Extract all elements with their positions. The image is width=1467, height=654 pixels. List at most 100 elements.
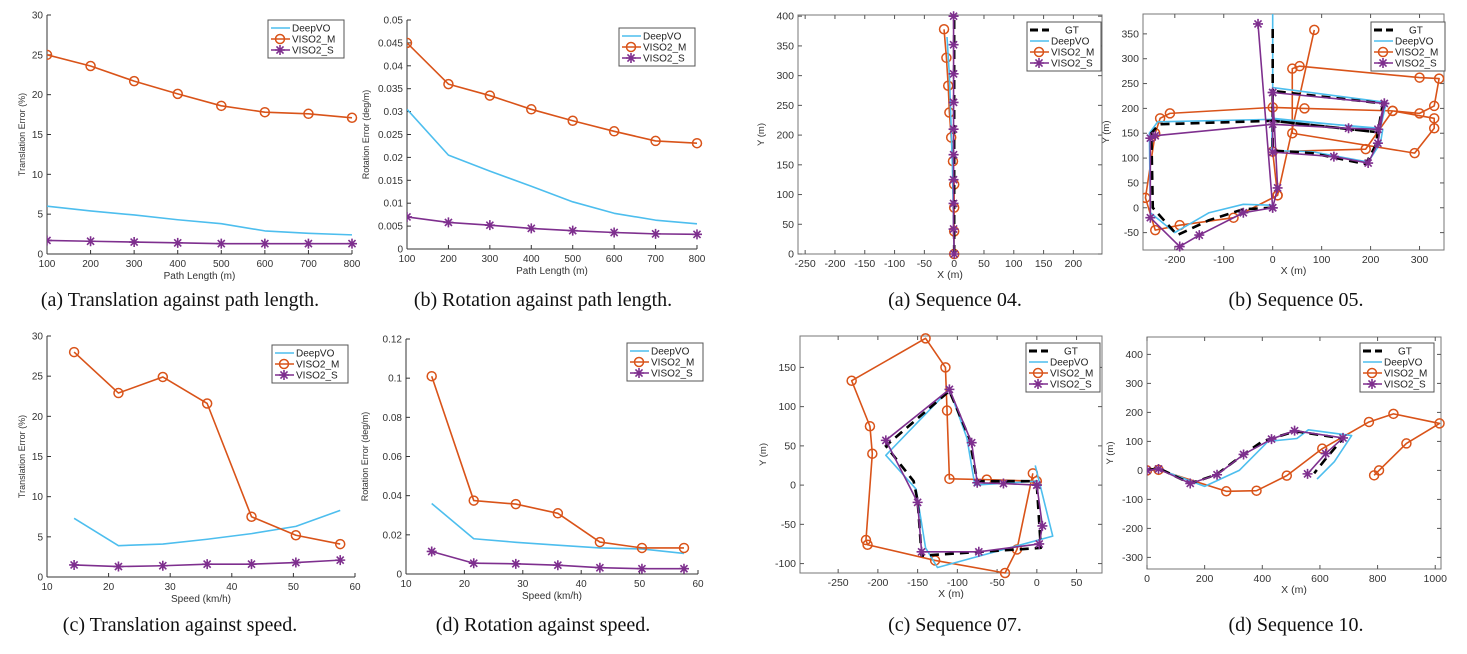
legend-label: VISO2_S [292,46,334,57]
circle-marker [334,538,346,550]
star-marker [510,558,521,569]
star-marker [948,39,959,50]
x-tick-label: -200 [1164,254,1185,266]
x-tick-label: 300 [482,254,499,265]
y-tick-label: 0.1 [388,374,402,385]
legend-label: VISO2_M [1384,369,1427,380]
legend-label: VISO2_M [296,360,339,371]
y-tick-label: 100 [1121,153,1139,165]
star-marker [948,124,959,135]
circle-marker [274,33,286,45]
y-tick-label: 150 [778,362,796,374]
chart-1: 100 200 300 400 500 600 700 800 0 5 10 15 20 25 30 Path… [17,11,361,283]
y-tick-label: 0 [37,573,43,584]
star-marker [567,225,578,236]
y-axis-label: Y (m) [1105,441,1116,464]
x-axis-label: X (m) [938,588,964,600]
caption-translation-speed: (c) Translation against speed. [62,614,298,636]
x-tick-label: 800 [344,259,361,270]
star-marker [1150,130,1161,141]
star-marker [426,546,437,557]
circle-marker [1433,73,1445,84]
star-marker [1338,432,1348,443]
chart-7: -250 -200 -150 -100 -50 0 50 -100 -50 0 50 100 150 X … [758,333,1103,600]
star-marker [129,237,140,248]
x-tick-label: 300 [126,259,143,270]
star-marker [594,562,605,573]
plot-box [1146,336,1442,570]
x-tick-label: 800 [689,254,706,265]
star-marker [246,559,257,570]
star-marker [1153,463,1164,474]
x-tick-label: 200 [440,254,457,265]
circle-marker [510,498,522,510]
circle-marker [68,346,80,358]
x-tick-label: 0 [951,258,957,270]
caption-sequence-10: (d) Sequence 10. [1228,614,1364,636]
star-marker [880,435,891,446]
x-tick-label: 30 [517,579,529,590]
plot-area [68,346,346,572]
circle-marker [594,536,606,548]
circle-marker [346,112,358,124]
series-line [1144,29,1440,231]
circle-marker [846,375,857,386]
y-axis-label: Y (m) [1101,120,1112,143]
star-marker [1302,468,1313,479]
y-tick-label: 15 [32,130,44,141]
x-axis-label: X (m) [937,269,963,281]
circle-marker [1366,367,1378,379]
y-tick-label: -50 [1124,227,1139,239]
y-tick-label: 200 [1125,407,1143,419]
circle-marker [201,398,213,409]
circle-marker [944,473,955,485]
series-viso2_s [1145,18,1390,252]
star-marker [279,370,289,380]
star-marker [678,563,689,574]
y-tick-label: 0.01 [384,199,404,210]
caption-rotation-path-length: (b) Rotation against path length. [413,289,673,311]
circle-marker [1387,105,1398,117]
y-tick-label: 300 [776,70,794,82]
circle-marker [1360,143,1371,155]
circle-marker [1228,212,1239,223]
legend-label: DeepVO [1051,37,1090,48]
circle-marker [1428,123,1440,134]
circle-marker [526,104,537,115]
star-marker [1267,147,1278,158]
star-marker [948,224,959,235]
star-marker [526,223,537,234]
y-tick-label: -50 [781,519,796,531]
star-marker [1145,133,1156,144]
x-tick-label: 20 [459,579,471,590]
y-tick-label: 150 [1121,128,1139,140]
star-marker [1289,425,1300,436]
y-tick-label: -200 [1122,523,1143,535]
y-tick-label: 0 [1137,465,1143,477]
series-line [407,216,698,236]
star-marker [1367,379,1377,389]
y-tick-label: 5 [37,210,43,221]
y-tick-label: 25 [32,50,44,61]
circle-marker [85,60,96,72]
legend-label: VISO2_M [292,35,335,46]
y-tick-label: 250 [776,100,794,112]
plot-area [407,37,703,240]
star-marker [1379,98,1390,109]
y-tick-label: 50 [782,219,794,231]
star-marker [157,560,168,571]
y-tick-label: 10 [32,170,44,181]
series-viso2_s [407,211,702,240]
x-axis-label: X (m) [1281,265,1307,277]
series-viso2_m [47,49,358,124]
x-tick-label: -200 [867,577,888,589]
plot-area [426,370,690,574]
series-line [47,239,352,245]
x-tick-label: 40 [576,579,588,590]
x-tick-label: -200 [824,258,845,270]
star-marker [948,97,959,108]
series-line [1149,23,1386,248]
y-tick-label: 50 [784,440,796,452]
